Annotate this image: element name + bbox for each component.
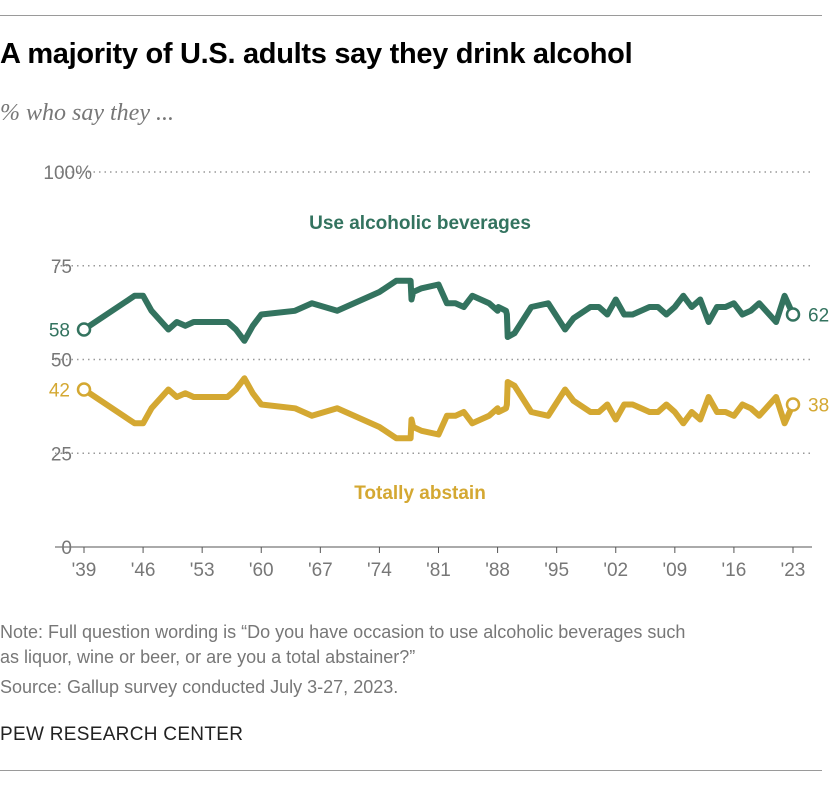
end-marker: [785, 397, 801, 412]
x-tick-label: '95: [544, 560, 569, 581]
y-tick-label: 0: [61, 538, 72, 559]
y-tick-label: 50: [51, 351, 72, 372]
series-line-1: [81, 375, 796, 442]
x-tick-label: '46: [131, 560, 156, 581]
x-tick-label: '74: [367, 560, 392, 581]
end-data-label: 38: [808, 396, 829, 417]
line-chart: 0 25 50 75 100% '39 '46 '53 '60 '67 '74 '81 '88 '95 '0…: [43, 163, 829, 581]
start-marker: [76, 382, 92, 397]
x-tick-label: '02: [603, 560, 628, 581]
x-tick-label: '60: [249, 560, 274, 581]
y-tick-label: 75: [51, 257, 72, 278]
x-tick-label: '53: [190, 560, 215, 581]
start-data-label: 58: [49, 321, 70, 342]
note: Note: Full question wording is “Do you h…: [0, 622, 686, 667]
top-rule: [0, 15, 822, 16]
series-label: Totally abstain: [354, 483, 486, 504]
bottom-rule: [0, 770, 822, 771]
y-tick-label: 100%: [43, 163, 92, 184]
series-line-0: [81, 277, 796, 344]
x-tick-label: '67: [308, 560, 333, 581]
end-data-label: 62: [808, 306, 829, 327]
y-tick-label: 25: [51, 444, 72, 465]
x-tick-label: '39: [72, 560, 97, 581]
source: Source: Gallup survey conducted July 3-2…: [0, 677, 399, 697]
x-tick-label: '23: [781, 560, 806, 581]
chart-title: A majority of U.S. adults say they drink…: [0, 38, 633, 70]
x-tick-label: '09: [662, 560, 687, 581]
x-tick-label: '88: [485, 560, 510, 581]
brand-logo-text: PEW RESEARCH CENTER: [0, 724, 244, 745]
chart-subtitle: % who say they ...: [0, 100, 174, 126]
x-tick-label: '16: [722, 560, 747, 581]
series-label: Use alcoholic beverages: [309, 213, 531, 234]
start-marker: [76, 322, 92, 337]
start-data-label: 42: [49, 381, 70, 402]
x-tick-label: '81: [426, 560, 451, 581]
end-marker: [785, 307, 801, 322]
